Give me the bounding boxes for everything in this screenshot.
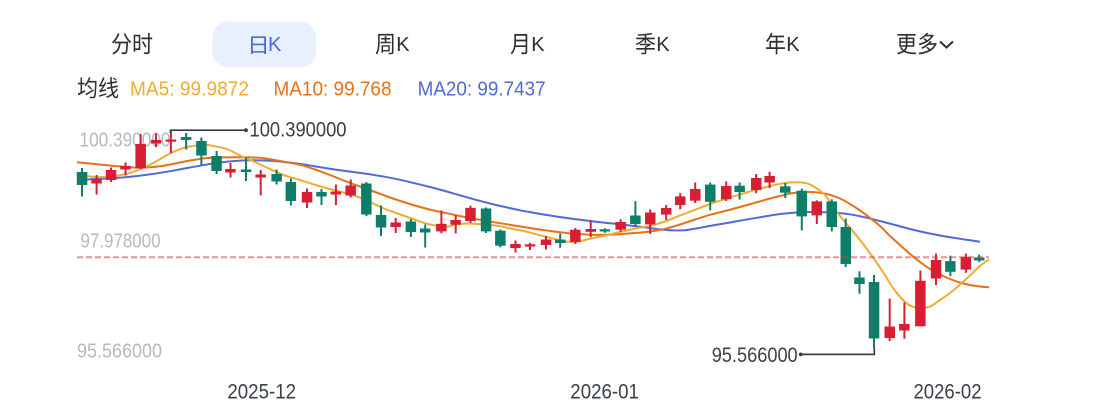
svg-text:MA20: 99.7437: MA20: 99.7437 bbox=[418, 79, 546, 101]
svg-text:100.390000: 100.390000 bbox=[250, 119, 347, 142]
svg-text:MA5: 99.9872: MA5: 99.9872 bbox=[130, 79, 249, 101]
svg-text:K: K bbox=[786, 34, 800, 56]
svg-text:K: K bbox=[531, 34, 545, 56]
svg-text:MA10: 99.768: MA10: 99.768 bbox=[274, 79, 392, 101]
svg-text:2025-12: 2025-12 bbox=[227, 380, 296, 403]
svg-text:K: K bbox=[268, 34, 282, 56]
svg-text:2026-01: 2026-01 bbox=[570, 380, 639, 403]
svg-text:97.978000: 97.978000 bbox=[81, 230, 161, 253]
svg-text:2026-02: 2026-02 bbox=[914, 380, 982, 403]
svg-text:100.390000: 100.390000 bbox=[80, 129, 171, 152]
svg-text:95.566000: 95.566000 bbox=[77, 339, 162, 362]
svg-text:K: K bbox=[396, 34, 410, 56]
svg-text:K: K bbox=[656, 34, 670, 56]
svg-text:95.566000: 95.566000 bbox=[712, 344, 798, 367]
